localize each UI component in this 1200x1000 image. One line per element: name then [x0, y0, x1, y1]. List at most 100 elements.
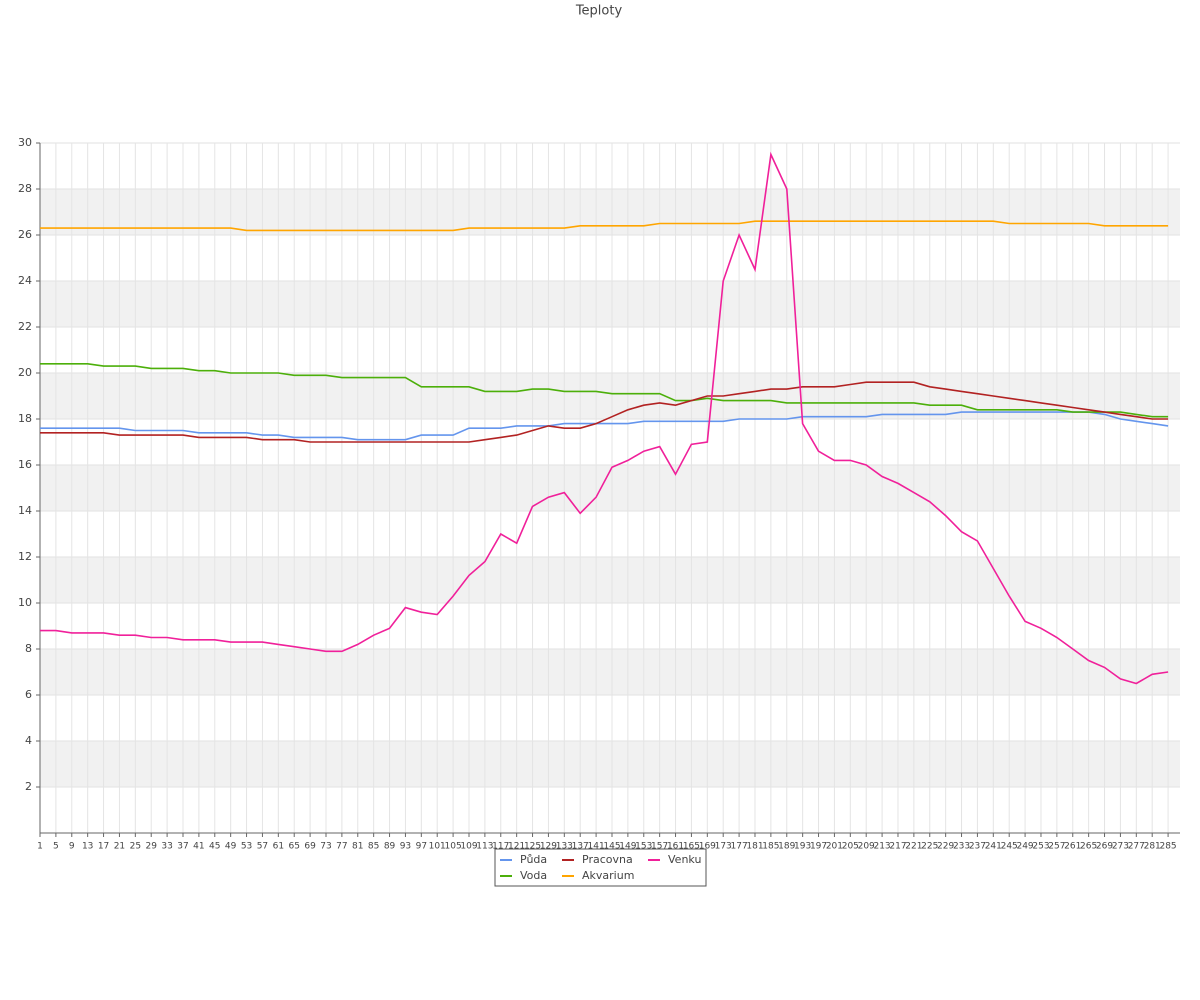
chart-title: Teploty [575, 4, 623, 19]
x-tick-label: 41 [193, 842, 204, 852]
x-tick-label: 253 [1032, 842, 1049, 852]
x-tick-label: 209 [858, 842, 875, 852]
x-tick-label: 245 [1001, 842, 1018, 852]
series-line [40, 411, 1169, 441]
x-tick-label: 285 [1159, 842, 1176, 852]
x-tick-label: 281 [1144, 842, 1161, 852]
x-tick-label: 69 [304, 842, 316, 852]
x-tick-label: 141 [588, 842, 605, 852]
series-line [40, 220, 1169, 232]
grid-band [40, 649, 1180, 695]
x-tick-label: 173 [715, 842, 732, 852]
x-tick-label: 265 [1080, 842, 1097, 852]
y-tick-label: 24 [18, 274, 32, 287]
x-tick-label: 5 [53, 842, 59, 852]
x-tick-label: 33 [161, 842, 172, 852]
x-tick-label: 65 [288, 842, 299, 852]
x-tick-label: 233 [953, 842, 970, 852]
x-tick-label: 85 [368, 842, 379, 852]
series-line [40, 381, 1169, 443]
y-tick-label: 20 [18, 366, 32, 379]
x-tick-label: 133 [556, 842, 573, 852]
x-tick-label: 77 [336, 842, 347, 852]
y-tick-label: 16 [18, 458, 32, 471]
y-tick-label: 30 [18, 136, 32, 149]
x-tick-label: 81 [352, 842, 363, 852]
y-tick-label: 26 [18, 228, 32, 241]
x-tick-label: 201 [826, 842, 843, 852]
y-tick-label: 14 [18, 504, 32, 517]
y-tick-label: 10 [18, 596, 32, 609]
x-tick-label: 97 [416, 842, 427, 852]
x-tick-label: 189 [778, 842, 795, 852]
x-tick-label: 13 [82, 842, 93, 852]
legend-label: Půda [520, 853, 547, 866]
x-tick-label: 257 [1048, 842, 1065, 852]
x-tick-label: 53 [241, 842, 252, 852]
x-tick-label: 273 [1112, 842, 1129, 852]
x-tick-label: 161 [667, 842, 684, 852]
x-tick-label: 117 [492, 842, 509, 852]
y-tick-label: 6 [25, 688, 32, 701]
x-tick-label: 17 [98, 842, 109, 852]
legend-label: Venku [668, 853, 701, 866]
x-tick-label: 93 [400, 842, 411, 852]
grid-band [40, 281, 1180, 327]
legend-label: Pracovna [582, 853, 633, 866]
x-tick-label: 129 [540, 842, 557, 852]
series-line [40, 363, 1169, 418]
y-tick-label: 22 [18, 320, 32, 333]
x-tick-label: 21 [114, 842, 125, 852]
y-tick-label: 12 [18, 550, 32, 563]
x-tick-label: 237 [969, 842, 986, 852]
x-tick-label: 29 [145, 842, 157, 852]
x-tick-label: 221 [905, 842, 922, 852]
x-tick-label: 197 [810, 842, 827, 852]
x-tick-label: 101 [429, 842, 446, 852]
y-tick-label: 28 [18, 182, 32, 195]
grid [36, 142, 1180, 837]
x-tick-label: 1 [37, 842, 43, 852]
x-tick-label: 45 [209, 842, 220, 852]
x-tick-label: 37 [177, 842, 188, 852]
x-tick-label: 109 [460, 842, 477, 852]
x-tick-label: 225 [921, 842, 938, 852]
x-tick-label: 73 [320, 842, 331, 852]
x-tick-label: 229 [937, 842, 954, 852]
x-tick-label: 157 [651, 842, 668, 852]
x-tick-label: 89 [384, 842, 396, 852]
x-tick-label: 25 [130, 842, 141, 852]
x-tick-label: 49 [225, 842, 237, 852]
x-tick-label: 61 [273, 842, 284, 852]
y-tick-label: 4 [25, 734, 32, 747]
x-tick-label: 269 [1096, 842, 1113, 852]
y-tick-label: 2 [25, 780, 32, 793]
x-tick-label: 149 [619, 842, 636, 852]
x-tick-label: 217 [889, 842, 906, 852]
x-tick-label: 121 [508, 842, 525, 852]
x-tick-label: 213 [873, 842, 890, 852]
legend-label: Voda [520, 869, 547, 882]
legend: Půda Voda Pracovna Akvarium Venku [500, 853, 701, 882]
x-tick-label: 177 [731, 842, 748, 852]
lines [40, 151, 1169, 685]
grid-band [40, 557, 1180, 603]
x-tick-label: 165 [683, 842, 700, 852]
y-tick-label: 18 [18, 412, 32, 425]
x-tick-label: 113 [476, 842, 493, 852]
x-tick-label: 145 [603, 842, 620, 852]
x-tick-label: 9 [69, 842, 75, 852]
grid-band [40, 741, 1180, 787]
x-tick-label: 153 [635, 842, 652, 852]
series-line [40, 151, 1169, 685]
x-tick-label: 193 [794, 842, 811, 852]
x-tick-label: 277 [1128, 842, 1145, 852]
x-tick-label: 241 [985, 842, 1002, 852]
x-tick-label: 185 [762, 842, 779, 852]
x-tick-label: 261 [1064, 842, 1081, 852]
x-tick-label: 205 [842, 842, 859, 852]
x-tick-label: 249 [1016, 842, 1033, 852]
